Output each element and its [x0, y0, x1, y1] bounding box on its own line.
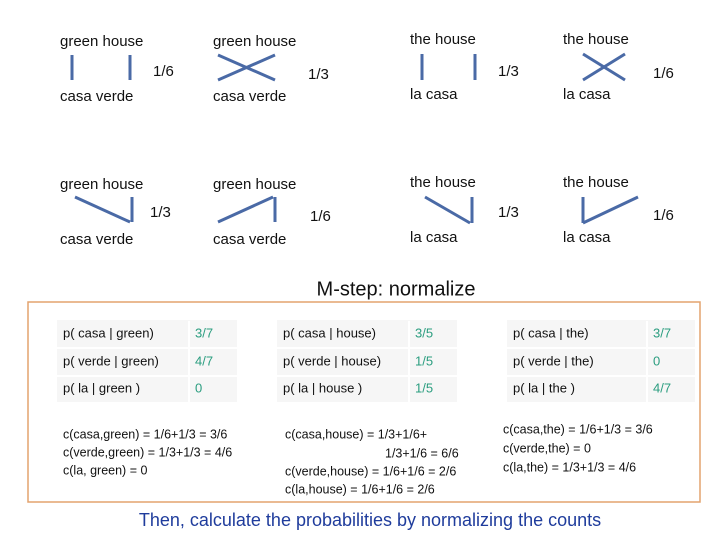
prob-value: 4/7 [653, 380, 671, 395]
heading: M-step: normalize [317, 278, 476, 300]
prob-label: p( verde | house) [283, 353, 381, 368]
prob-value: 0 [195, 380, 202, 395]
prob-label: p( casa | green) [63, 325, 154, 340]
alignment-weight: 1/6 [310, 208, 331, 225]
prob-label: p( verde | the) [513, 353, 594, 368]
alignment-link [217, 195, 274, 224]
prob-value: 3/7 [653, 325, 671, 340]
foreign-words: casa verde [60, 231, 133, 248]
prob-value: 1/5 [415, 353, 433, 368]
table-frame [27, 301, 701, 503]
prob-label: p( verde | green) [63, 353, 159, 368]
alignment-link [582, 52, 626, 82]
prob-label: p( la | the ) [513, 380, 575, 395]
count-line: c(casa,house) = 1/3+1/6+ [285, 427, 427, 441]
count-line: c(la,house) = 1/6+1/6 = 2/6 [285, 482, 435, 496]
foreign-words: casa verde [213, 88, 286, 105]
alignment-weight: 1/3 [498, 63, 519, 80]
table-bg [507, 320, 695, 403]
foreign-words: casa verde [213, 231, 286, 248]
footer: Then, calculate the probabilities by nor… [139, 510, 601, 530]
count-line: 1/3+1/6 = 6/6 [385, 446, 459, 460]
count-line: c(la, green) = 0 [63, 463, 147, 477]
alignment-weight: 1/3 [308, 66, 329, 83]
prob-label: p( casa | house) [283, 325, 376, 340]
count-line: c(casa,green) = 1/6+1/3 = 3/6 [63, 427, 227, 441]
alignment-weight: 1/6 [653, 207, 674, 224]
foreign-words: la casa [410, 86, 458, 103]
alignment-link [74, 195, 131, 224]
english-words: green house [60, 176, 143, 193]
prob-label: p( casa | the) [513, 325, 589, 340]
english-words: the house [410, 174, 476, 191]
table-bg [277, 320, 457, 403]
english-words: green house [213, 176, 296, 193]
english-words: the house [410, 31, 476, 48]
alignment-weight: 1/3 [150, 204, 171, 221]
alignment-link [217, 53, 276, 82]
prob-value: 0 [653, 353, 660, 368]
prob-label: p( la | green ) [63, 380, 140, 395]
prob-label: p( la | house ) [283, 380, 362, 395]
foreign-words: la casa [563, 229, 611, 246]
foreign-words: la casa [563, 86, 611, 103]
table-bg [57, 320, 237, 403]
prob-value: 3/7 [195, 325, 213, 340]
prob-value: 3/5 [415, 325, 433, 340]
count-line: c(verde,green) = 1/3+1/3 = 4/6 [63, 445, 232, 459]
prob-value: 1/5 [415, 380, 433, 395]
english-words: the house [563, 31, 629, 48]
foreign-words: la casa [410, 229, 458, 246]
english-words: green house [213, 33, 296, 50]
prob-value: 4/7 [195, 353, 213, 368]
alignment-weight: 1/6 [153, 63, 174, 80]
alignment-weight: 1/3 [498, 204, 519, 221]
count-line: c(casa,the) = 1/6+1/3 = 3/6 [503, 422, 653, 436]
alignment-weight: 1/6 [653, 65, 674, 82]
alignment-link [424, 195, 471, 225]
alignment-link [582, 195, 639, 225]
english-words: the house [563, 174, 629, 191]
count-line: c(verde,house) = 1/6+1/6 = 2/6 [285, 464, 456, 478]
count-line: c(la,the) = 1/3+1/3 = 4/6 [503, 460, 636, 474]
count-line: c(verde,the) = 0 [503, 441, 591, 455]
english-words: green house [60, 33, 143, 50]
foreign-words: casa verde [60, 88, 133, 105]
